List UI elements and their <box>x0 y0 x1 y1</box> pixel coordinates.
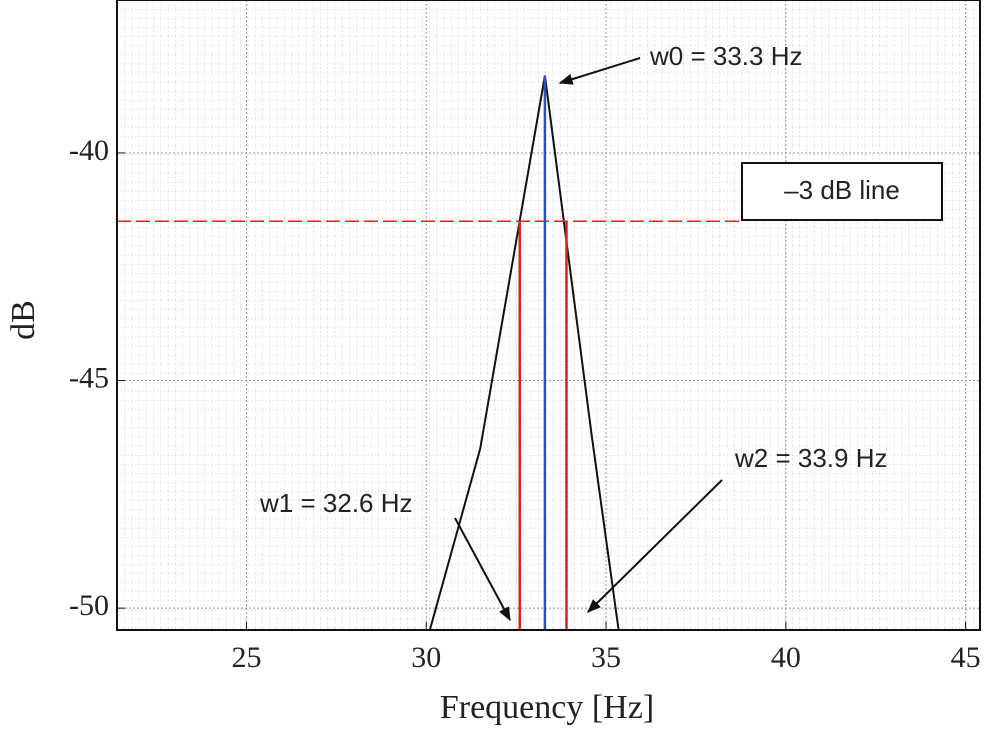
y-tick-label: -50 <box>69 589 109 622</box>
arrow <box>454 517 511 622</box>
marker-label: w0 = 33.3 Hz <box>649 41 802 71</box>
x-tick-label: 45 <box>951 641 981 674</box>
y-tick-label: -45 <box>69 361 109 394</box>
x-tick-label: 25 <box>231 641 261 674</box>
minor-grid <box>117 0 980 630</box>
marker-label: w1 = 32.6 Hz <box>259 488 412 518</box>
marker-label: w2 = 33.9 Hz <box>734 443 887 473</box>
plot-frame <box>116 0 981 631</box>
x-tick-label: 35 <box>591 641 621 674</box>
x-tick-label: 30 <box>411 641 441 674</box>
threshold-label: –3 dB line <box>784 175 900 205</box>
y-axis-label: dB <box>5 300 42 340</box>
x-axis-label: Frequency [Hz] <box>440 689 654 726</box>
x-tick-label: 40 <box>771 641 801 674</box>
y-tick-label: -40 <box>69 134 109 167</box>
label-box <box>741 162 943 221</box>
arrow <box>558 57 641 85</box>
arrow <box>587 479 723 613</box>
